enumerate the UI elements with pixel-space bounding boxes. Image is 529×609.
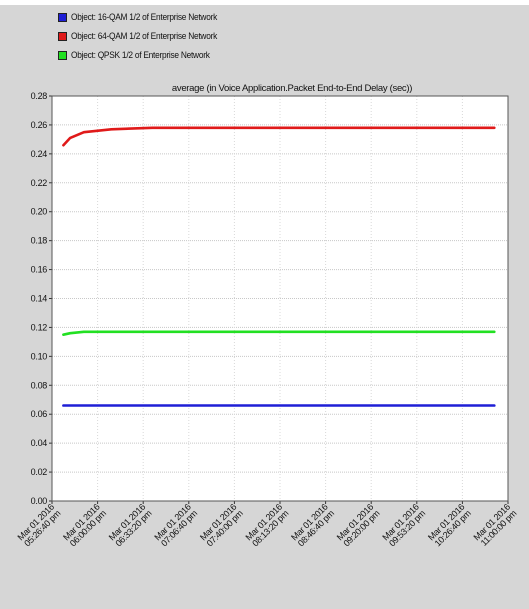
y-tick-label: 0.00 (31, 496, 48, 506)
y-tick-label: 0.18 (31, 236, 48, 246)
y-tick-label: 0.08 (31, 380, 48, 390)
y-tick-label: 0.28 (31, 91, 48, 101)
y-tick-label: 0.04 (31, 438, 48, 448)
legend-swatch (58, 51, 67, 60)
y-tick-label: 0.02 (31, 467, 48, 477)
plot-border (51, 95, 509, 502)
y-tick-label: 0.12 (31, 322, 48, 332)
top-band (0, 0, 529, 5)
legend-label: Object: 16-QAM 1/2 of Enterprise Network (71, 12, 218, 23)
chart-title: average (in Voice Application.Packet End… (172, 83, 412, 94)
legend-swatch (58, 32, 67, 41)
y-tick-label: 0.22 (31, 178, 48, 188)
y-tick-label: 0.16 (31, 265, 48, 275)
series-line (62, 126, 496, 147)
y-tick-label: 0.14 (31, 294, 48, 304)
legend-label: Object: 64-QAM 1/2 of Enterprise Network (71, 31, 218, 42)
y-tick-label: 0.24 (31, 149, 48, 159)
y-tick-label: 0.10 (31, 351, 48, 361)
y-tick-label: 0.20 (31, 207, 48, 217)
legend-item: Object: QPSK 1/2 of Enterprise Network (58, 46, 237, 65)
legend-label: Object: QPSK 1/2 of Enterprise Network (71, 50, 210, 61)
y-tick-label: 0.26 (31, 120, 48, 130)
legend-item: Object: 16-QAM 1/2 of Enterprise Network (58, 8, 237, 27)
legend-swatch (58, 13, 67, 22)
series-line (62, 330, 496, 337)
legend: Object: 16-QAM 1/2 of Enterprise Network… (58, 8, 237, 65)
y-tick-label: 0.06 (31, 409, 48, 419)
legend-item: Object: 64-QAM 1/2 of Enterprise Network (58, 27, 237, 46)
